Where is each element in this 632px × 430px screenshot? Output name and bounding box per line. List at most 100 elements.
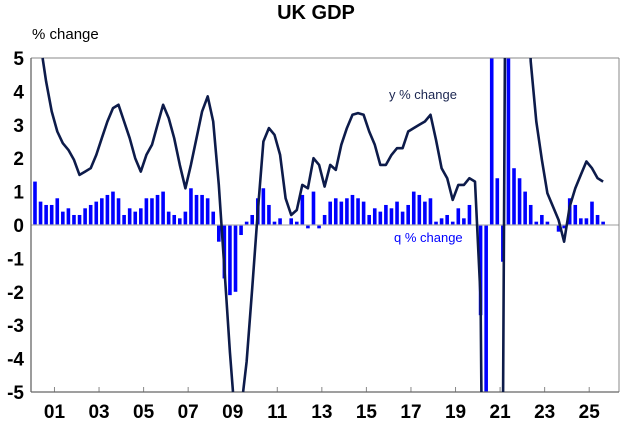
bar-q-change [411,191,416,225]
bar-q-change [428,198,433,225]
x-tick-label: 19 [445,402,466,423]
bar-q-change [306,225,310,229]
bar-q-change [484,225,488,392]
x-tick-label: 15 [356,402,378,423]
bar-q-change [528,204,533,225]
bar-q-change [534,221,539,225]
bar-q-change [450,221,455,225]
y-tick-label: -3 [7,316,24,337]
bar-q-change [44,204,48,225]
bar-q-change [261,188,266,225]
bar-q-change [573,204,578,225]
x-tick-label: 17 [400,402,421,423]
x-tick-label: 23 [534,402,555,423]
x-tick-label: 11 [267,402,288,423]
bar-q-change [439,218,444,225]
bar-q-change [122,214,126,225]
bar-q-change [116,198,121,225]
bar-q-change [506,58,511,225]
y-tick-label: 1 [13,183,24,204]
bar-q-change [456,208,461,225]
bar-q-change [512,168,516,225]
series-label-q: q % change [394,230,463,245]
x-tick-label: 07 [178,402,199,423]
bar-q-change [311,191,316,225]
bar-q-change [384,204,388,225]
bar-q-change [467,204,472,225]
x-tick-label: 21 [490,402,512,423]
bar-q-change [556,225,561,232]
x-tick-label: 03 [88,402,109,423]
bar-q-change [111,191,115,225]
bar-q-change [155,194,160,225]
bar-q-change [361,201,366,225]
bar-q-change [345,198,349,225]
bar-q-change [228,225,232,296]
bar-q-change [94,201,99,225]
bar-q-change [83,208,87,225]
bar-q-change [294,221,299,225]
bar-q-change [289,218,294,225]
bar-q-change [462,218,466,225]
line-y-change [41,57,604,393]
bar-q-change [166,211,171,225]
x-tick-label: 05 [133,402,155,423]
bar-q-change [61,211,65,225]
y-tick-label: -5 [7,383,24,404]
bar-q-change [144,198,149,225]
bar-q-change [584,218,589,225]
bar-q-change [579,218,583,225]
bar-q-change [333,198,338,225]
bar-q-change [523,191,527,225]
bar-q-change [66,208,71,225]
bar-q-change [33,181,37,225]
x-tick-label: 25 [579,402,601,423]
bar-q-change [400,211,405,225]
y-tick-label: 4 [13,82,24,103]
y-tick-label: 2 [13,149,24,170]
bar-q-change [517,178,522,225]
bar-q-change [540,214,544,225]
bar-q-change [406,204,410,225]
bar-q-change [389,208,394,225]
y-tick-label: -2 [7,283,24,304]
bar-q-change [590,201,594,225]
bar-q-change [194,194,199,225]
x-tick-label: 01 [44,402,66,423]
bar-q-change [55,198,60,225]
x-tick-label: 09 [222,402,243,423]
bar-q-change [216,225,221,242]
bar-q-change [356,198,360,225]
bar-q-change [367,214,371,225]
bar-q-change [350,194,355,225]
bar-q-change [489,58,494,225]
bar-q-change [49,204,54,225]
bar-q-change [417,194,422,225]
bar-q-change [178,218,182,225]
bar-q-change [495,178,500,225]
bar-q-change [601,221,605,225]
bar-q-change [172,214,177,225]
bar-q-change [233,225,238,292]
bar-q-change [317,225,321,229]
y-tick-label: 5 [13,49,24,70]
bar-q-change [562,225,566,229]
y-axis-label: % change [32,26,99,43]
bar-q-change [272,221,277,225]
bar-q-change [372,208,377,225]
bar-q-change [250,214,255,225]
chart-title: UK GDP [277,2,355,24]
bar-q-change [278,218,282,225]
bar-q-change [244,221,249,225]
bar-q-change [378,211,383,225]
bar-q-change [205,198,210,225]
y-tick-label: -4 [7,350,24,371]
bar-q-change [211,211,216,225]
bar-q-change [133,211,138,225]
bar-q-change [100,198,104,225]
bar-q-change [88,204,93,225]
bar-q-change [72,214,76,225]
bar-q-change [189,188,193,225]
